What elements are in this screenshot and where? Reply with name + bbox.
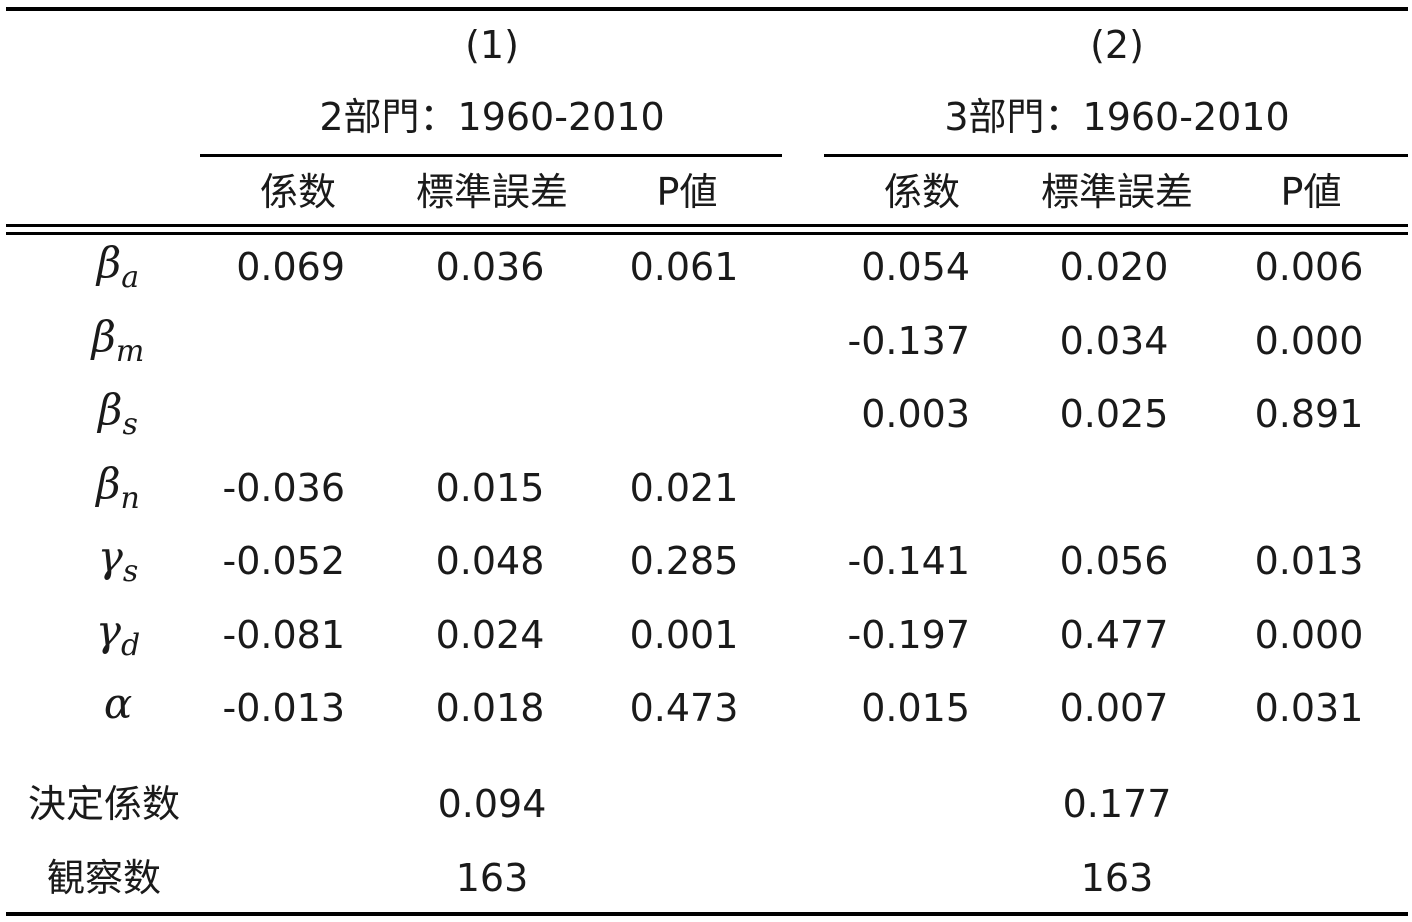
cell-m2-col2: 0.006	[1254, 245, 1364, 289]
cell-m1-col1: 0.024	[435, 613, 545, 657]
cell-m2-col2: 0.891	[1254, 392, 1364, 436]
row-symbol: βn	[96, 463, 140, 514]
cell-m2-col1: 0.034	[1059, 319, 1169, 363]
symbol-subscript: n	[120, 481, 140, 516]
cell-m1-col2: 0.021	[629, 466, 739, 510]
col-header-coef-2: 係数	[883, 170, 961, 214]
symbol-base: γ	[97, 532, 123, 581]
header-double-rule-bottom	[6, 232, 1408, 235]
cell-m1-col0: -0.052	[222, 539, 346, 583]
col-header-p-1: P値	[656, 170, 718, 214]
top-rule	[6, 7, 1408, 11]
cell-m2-col0: -0.137	[847, 319, 971, 363]
cell-m2-col2: 0.000	[1254, 319, 1364, 363]
row-symbol: γs	[98, 536, 139, 587]
cell-m1-col1: 0.048	[435, 539, 545, 583]
cell-m2-col0: -0.197	[847, 613, 971, 657]
symbol-base: γ	[95, 606, 121, 655]
symbol-subscript: a	[121, 260, 140, 295]
cell-m2-col2: 0.031	[1254, 686, 1364, 730]
bottom-rule	[6, 912, 1408, 916]
row-symbol: βa	[97, 242, 139, 293]
cell-m2-col1: 0.025	[1059, 392, 1169, 436]
symbol-subscript: d	[120, 628, 141, 663]
symbol-subscript: s	[122, 554, 139, 589]
stat-nobs-model2: 163	[1080, 856, 1154, 900]
header-double-rule-top	[6, 224, 1408, 227]
cell-m1-col2: 0.473	[629, 686, 739, 730]
cell-m1-col1: 0.036	[435, 245, 545, 289]
cell-m1-col0: -0.081	[222, 613, 346, 657]
col-header-se-1: 標準誤差	[415, 170, 569, 214]
model2-number: (2)	[1090, 23, 1144, 67]
cell-m2-col1: 0.056	[1059, 539, 1169, 583]
row-symbol: βm	[92, 316, 145, 367]
cell-m2-col1: 0.007	[1059, 686, 1169, 730]
symbol-base: β	[96, 459, 121, 508]
symbol-base: β	[91, 312, 116, 361]
model2-subtitle: 3部門：1960-2010	[944, 95, 1290, 139]
cell-m2-col2: 0.000	[1254, 613, 1364, 657]
row-symbol: α	[104, 683, 132, 725]
cell-m1-col0: -0.013	[222, 686, 346, 730]
stat-label-nobs: 観察数	[46, 856, 162, 900]
symbol-subscript: s	[122, 407, 138, 442]
model1-subtitle: 2部門：1960-2010	[319, 95, 665, 139]
cell-m2-col0: -0.141	[847, 539, 971, 583]
cell-m1-col2: 0.061	[629, 245, 739, 289]
symbol-subscript: m	[115, 334, 145, 369]
cell-m2-col2: 0.013	[1254, 539, 1364, 583]
row-symbol: βs	[98, 389, 138, 440]
cell-m1-col0: -0.036	[222, 466, 346, 510]
cell-m2-col1: 0.477	[1059, 613, 1169, 657]
cell-m2-col0: 0.003	[861, 392, 970, 436]
stat-nobs-model1: 163	[455, 856, 529, 900]
symbol-base: β	[96, 238, 122, 287]
model2-underline	[824, 154, 1408, 157]
symbol-base: β	[98, 385, 123, 434]
stat-r2-model1: 0.094	[437, 782, 547, 826]
model1-number: (1)	[465, 23, 519, 67]
cell-m1-col2: 0.285	[629, 539, 739, 583]
col-header-se-2: 標準誤差	[1040, 170, 1194, 214]
cell-m1-col0: 0.069	[236, 245, 345, 289]
cell-m2-col0: 0.015	[861, 686, 970, 730]
stat-r2-model2: 0.177	[1062, 782, 1172, 826]
cell-m2-col1: 0.020	[1059, 245, 1169, 289]
cell-m1-col1: 0.015	[435, 466, 545, 510]
cell-m2-col0: 0.054	[861, 245, 970, 289]
stat-label-r2: 決定係数	[27, 782, 181, 826]
row-symbol: γd	[96, 610, 140, 661]
model1-underline	[200, 154, 782, 157]
col-header-coef-1: 係数	[259, 170, 337, 214]
symbol-base: α	[103, 679, 133, 728]
cell-m1-col2: 0.001	[629, 613, 739, 657]
col-header-p-2: P値	[1280, 170, 1342, 214]
cell-m1-col1: 0.018	[435, 686, 545, 730]
